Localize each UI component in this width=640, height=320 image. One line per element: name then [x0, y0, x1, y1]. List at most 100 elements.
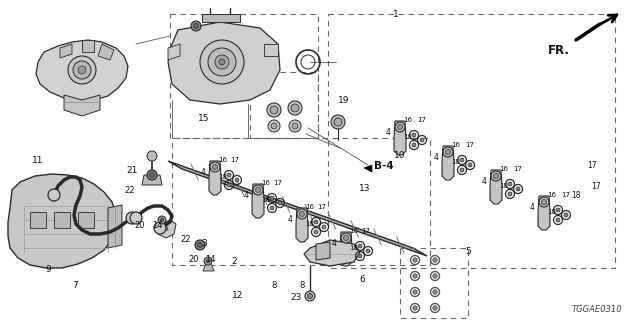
Text: 19: 19 [339, 95, 349, 105]
Text: 14: 14 [152, 221, 163, 230]
Text: 11: 11 [32, 156, 44, 164]
Circle shape [235, 178, 239, 182]
Circle shape [150, 172, 154, 178]
Circle shape [307, 293, 312, 299]
Circle shape [291, 104, 299, 112]
Polygon shape [98, 44, 114, 60]
Circle shape [227, 183, 231, 187]
Text: 10: 10 [394, 150, 406, 159]
Circle shape [413, 306, 417, 310]
Circle shape [300, 212, 305, 217]
Text: 16: 16 [403, 117, 413, 123]
Polygon shape [202, 14, 240, 22]
Polygon shape [78, 212, 94, 228]
Text: 22: 22 [180, 236, 191, 244]
Circle shape [278, 201, 282, 205]
Circle shape [198, 243, 202, 247]
Circle shape [433, 290, 437, 294]
Polygon shape [252, 184, 264, 218]
Circle shape [556, 218, 560, 222]
Circle shape [314, 220, 318, 224]
Circle shape [270, 106, 278, 114]
Text: FR.: FR. [548, 44, 570, 57]
Circle shape [200, 40, 244, 84]
Text: 16: 16 [451, 142, 461, 148]
Circle shape [297, 209, 307, 219]
Circle shape [541, 199, 547, 204]
Circle shape [433, 258, 437, 262]
Circle shape [219, 59, 225, 65]
Circle shape [204, 257, 212, 265]
Text: TGGAE0310: TGGAE0310 [572, 305, 622, 314]
Circle shape [395, 122, 405, 132]
Polygon shape [316, 242, 330, 260]
Text: 18: 18 [305, 221, 314, 227]
Circle shape [255, 188, 260, 193]
Text: 20: 20 [189, 255, 199, 265]
Text: 17: 17 [465, 142, 474, 148]
Text: 17: 17 [362, 228, 371, 234]
Text: 17: 17 [587, 161, 597, 170]
Circle shape [253, 185, 263, 195]
Polygon shape [490, 170, 502, 204]
Circle shape [468, 163, 472, 167]
Circle shape [460, 158, 464, 162]
Polygon shape [54, 212, 70, 228]
Circle shape [491, 171, 501, 181]
Polygon shape [209, 161, 221, 195]
Circle shape [413, 258, 417, 262]
Polygon shape [60, 44, 72, 58]
Text: 4: 4 [481, 177, 486, 186]
Circle shape [358, 254, 362, 258]
Polygon shape [8, 174, 116, 268]
Text: 7: 7 [72, 281, 78, 290]
Text: 16: 16 [349, 228, 358, 234]
Text: 17: 17 [561, 192, 570, 198]
Text: 16: 16 [218, 157, 227, 163]
Polygon shape [168, 44, 180, 60]
Circle shape [208, 48, 236, 76]
Circle shape [154, 222, 166, 234]
Text: 4: 4 [385, 127, 390, 137]
Circle shape [443, 147, 453, 157]
Circle shape [193, 23, 198, 28]
Circle shape [267, 103, 281, 117]
Circle shape [195, 240, 205, 250]
Polygon shape [142, 175, 162, 185]
Text: 18: 18 [218, 174, 227, 180]
Circle shape [48, 189, 60, 201]
Polygon shape [304, 240, 360, 266]
Text: 8: 8 [271, 281, 276, 290]
Text: 17: 17 [317, 204, 326, 210]
Circle shape [344, 236, 349, 241]
Text: 4: 4 [529, 203, 534, 212]
Circle shape [210, 162, 220, 172]
Circle shape [292, 123, 298, 129]
Circle shape [413, 290, 417, 294]
Text: 18: 18 [572, 191, 580, 201]
Circle shape [126, 212, 138, 224]
Circle shape [268, 120, 280, 132]
Circle shape [289, 120, 301, 132]
Polygon shape [203, 263, 214, 271]
Text: 18: 18 [262, 197, 271, 203]
Circle shape [158, 216, 166, 224]
Text: 5: 5 [465, 247, 471, 257]
Text: 16: 16 [262, 180, 271, 186]
Circle shape [358, 244, 362, 248]
Circle shape [130, 212, 142, 224]
Text: 18: 18 [499, 183, 509, 189]
Circle shape [314, 230, 318, 234]
Text: 20: 20 [135, 221, 145, 230]
Text: B-4: B-4 [374, 161, 394, 171]
Circle shape [433, 306, 437, 310]
Circle shape [68, 56, 96, 84]
Text: 21: 21 [126, 165, 138, 174]
Polygon shape [394, 121, 406, 155]
Circle shape [73, 61, 91, 79]
Text: 4: 4 [433, 153, 438, 162]
Circle shape [460, 168, 464, 172]
Text: 12: 12 [232, 291, 244, 300]
Text: 1: 1 [393, 10, 399, 19]
Circle shape [397, 124, 403, 130]
